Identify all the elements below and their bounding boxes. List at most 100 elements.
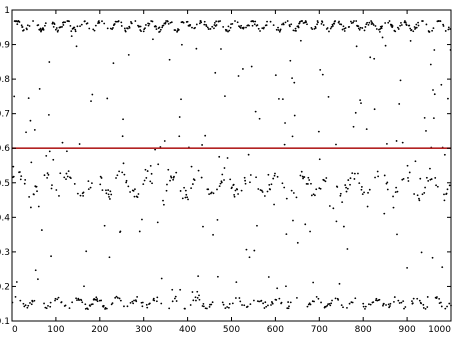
data-point <box>228 303 231 305</box>
data-point <box>161 26 164 29</box>
data-point <box>24 179 27 181</box>
data-point <box>408 24 411 27</box>
data-point <box>146 170 149 172</box>
data-point <box>368 21 371 24</box>
data-point <box>212 233 214 236</box>
data-point <box>184 307 186 310</box>
data-point <box>344 27 347 29</box>
x-tick-label: 200 <box>91 325 108 335</box>
data-point <box>23 305 26 308</box>
data-point <box>429 63 432 66</box>
data-point <box>178 116 181 118</box>
data-point <box>105 307 108 310</box>
data-point <box>303 176 306 178</box>
data-point <box>159 28 162 31</box>
data-point <box>269 188 272 191</box>
data-point <box>379 28 382 30</box>
data-point <box>447 97 449 100</box>
data-point <box>220 48 222 50</box>
data-point <box>328 30 330 33</box>
data-point <box>330 302 333 305</box>
data-point <box>338 282 341 285</box>
data-point <box>306 23 308 26</box>
data-point <box>142 183 145 186</box>
data-point <box>260 299 263 302</box>
data-point <box>33 299 36 302</box>
data-point <box>196 290 199 293</box>
data-point <box>46 177 49 179</box>
x-tick-label: 500 <box>223 325 240 335</box>
data-point <box>343 30 346 32</box>
data-point <box>411 302 414 305</box>
data-point <box>386 142 388 145</box>
y-tick-label: 0.1 <box>0 317 10 327</box>
data-point <box>369 56 372 59</box>
data-point <box>76 299 78 302</box>
data-point <box>160 302 163 305</box>
data-point <box>75 297 77 300</box>
data-point <box>91 93 94 96</box>
data-point <box>331 299 333 302</box>
data-point <box>286 20 289 22</box>
data-point <box>433 93 436 96</box>
data-point <box>197 275 200 278</box>
data-point <box>60 301 63 303</box>
data-point <box>305 182 308 185</box>
data-point <box>361 193 364 195</box>
data-point <box>29 119 32 122</box>
data-point <box>274 172 276 175</box>
data-point <box>443 193 445 196</box>
data-point <box>226 157 229 159</box>
data-point <box>169 179 171 182</box>
data-point <box>293 81 296 84</box>
data-point <box>440 305 443 308</box>
data-point <box>280 301 283 304</box>
data-point <box>125 179 128 182</box>
data-point <box>135 300 138 303</box>
data-point <box>162 24 165 27</box>
data-point <box>255 176 257 179</box>
data-point <box>405 24 408 26</box>
data-point <box>423 192 426 194</box>
data-point <box>118 170 121 173</box>
data-point <box>55 28 57 31</box>
data-point <box>266 20 268 23</box>
data-point <box>332 207 335 210</box>
data-point <box>39 27 42 30</box>
data-point <box>198 22 201 25</box>
data-point <box>340 23 343 26</box>
data-point <box>190 187 193 190</box>
data-point <box>385 304 387 306</box>
data-point <box>132 302 135 305</box>
data-point <box>258 117 261 120</box>
data-point <box>400 21 402 24</box>
data-point <box>189 304 192 306</box>
data-point <box>162 199 164 202</box>
data-point <box>224 95 226 98</box>
data-point <box>189 23 192 26</box>
data-point <box>332 25 334 27</box>
data-point <box>411 300 413 303</box>
data-point <box>324 305 327 308</box>
data-point <box>231 22 234 25</box>
data-point <box>163 140 166 142</box>
data-point <box>364 305 367 308</box>
data-point <box>294 27 297 30</box>
data-point <box>174 29 177 31</box>
data-point <box>26 306 29 309</box>
data-point <box>106 97 109 100</box>
data-point <box>29 206 32 209</box>
data-point <box>386 188 389 191</box>
data-point <box>136 196 139 198</box>
data-point <box>87 180 90 183</box>
data-point <box>406 164 409 167</box>
data-point <box>178 135 181 138</box>
data-point <box>234 20 236 22</box>
data-point <box>337 299 340 301</box>
data-point <box>115 177 117 179</box>
data-point <box>128 27 131 29</box>
data-point <box>25 131 27 134</box>
data-point <box>373 108 376 111</box>
data-point <box>425 176 428 179</box>
data-point <box>68 307 71 309</box>
